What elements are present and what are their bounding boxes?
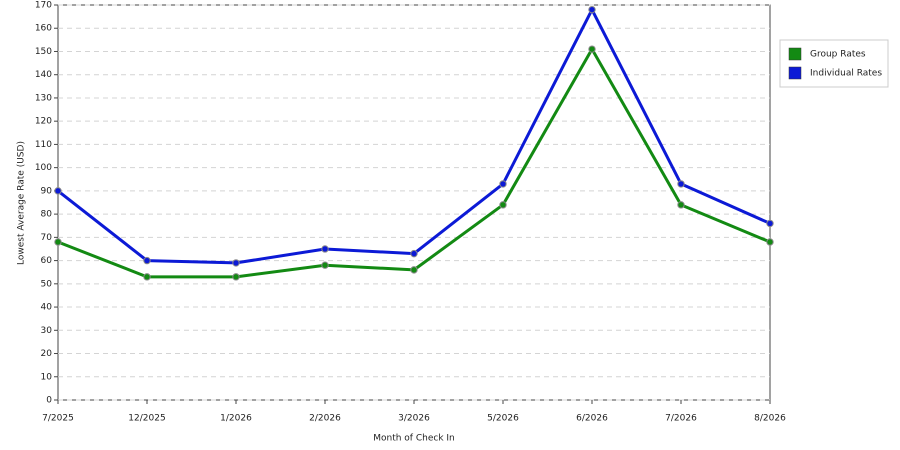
data-point xyxy=(766,238,774,246)
y-tick-label: 70 xyxy=(41,233,53,243)
legend-swatch xyxy=(788,47,802,61)
x-tick-label: 8/2026 xyxy=(754,414,786,424)
legend-label: Individual Rates xyxy=(810,69,882,79)
x-tick-label: 2/2026 xyxy=(309,414,341,424)
data-point xyxy=(232,259,240,267)
legend-swatch xyxy=(788,66,802,80)
legend-box xyxy=(779,39,889,88)
y-tick-label: 100 xyxy=(35,163,52,173)
y-tick-label: 60 xyxy=(41,256,53,266)
data-point xyxy=(499,180,507,188)
x-tick-label: 12/2025 xyxy=(128,414,165,424)
data-point xyxy=(143,273,151,281)
y-tick-label: 140 xyxy=(35,70,52,80)
x-tick-label: 3/2026 xyxy=(398,414,430,424)
x-tick-label: 7/2025 xyxy=(42,414,74,424)
data-point xyxy=(588,45,596,53)
legend-label: Group Rates xyxy=(810,50,866,60)
y-tick-label: 10 xyxy=(41,372,53,382)
y-axis-label: Lowest Average Rate (USD) xyxy=(17,141,27,265)
y-tick-label: 160 xyxy=(35,24,52,34)
y-tick-label: 120 xyxy=(35,117,52,127)
y-tick-label: 50 xyxy=(41,279,53,289)
data-point xyxy=(232,273,240,281)
data-point xyxy=(677,180,685,188)
x-tick-label: 5/2026 xyxy=(487,414,519,424)
x-tick-label: 6/2026 xyxy=(576,414,608,424)
y-tick-label: 90 xyxy=(41,186,53,196)
data-point xyxy=(321,245,329,253)
data-point xyxy=(588,5,596,14)
data-point xyxy=(321,261,329,269)
y-tick-label: 170 xyxy=(35,1,52,11)
data-point xyxy=(766,219,774,228)
y-tick-label: 30 xyxy=(41,326,53,336)
data-point xyxy=(410,266,418,274)
x-tick-label: 7/2026 xyxy=(665,414,697,424)
x-axis-label: Month of Check In xyxy=(373,434,455,444)
data-point xyxy=(54,238,62,246)
y-tick-label: 110 xyxy=(35,140,52,150)
y-tick-label: 0 xyxy=(46,396,52,406)
y-tick-label: 80 xyxy=(41,210,53,220)
data-point xyxy=(499,201,507,209)
y-tick-label: 40 xyxy=(41,303,53,313)
y-tick-label: 130 xyxy=(35,93,52,103)
plot-area xyxy=(57,4,771,401)
y-tick-label: 150 xyxy=(35,47,52,57)
data-point xyxy=(54,187,62,195)
data-point xyxy=(677,201,685,209)
data-point xyxy=(410,249,418,258)
data-point xyxy=(143,256,151,265)
x-tick-label: 1/2026 xyxy=(220,414,252,424)
y-tick-label: 20 xyxy=(41,349,53,359)
